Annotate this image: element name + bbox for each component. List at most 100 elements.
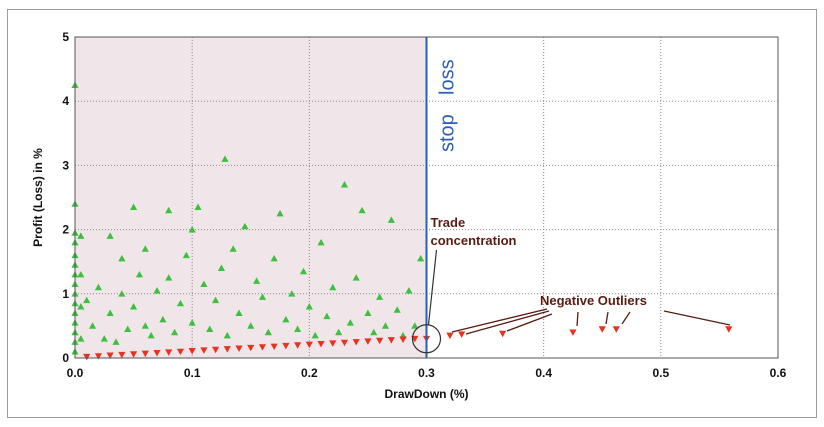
stop-loss-label-bottom: stop	[437, 114, 459, 152]
plot-border	[74, 36, 779, 359]
profit-point	[311, 331, 319, 339]
outlier-arrow	[465, 310, 550, 335]
loss-point	[129, 351, 138, 358]
outlier-arrow	[663, 310, 731, 326]
loss-point	[141, 350, 149, 358]
profit-point	[88, 322, 97, 329]
outlier-arrow	[621, 311, 631, 325]
loss-point	[153, 349, 161, 357]
profit-point	[305, 303, 313, 310]
loss-point	[223, 346, 231, 353]
profit-point	[405, 286, 413, 294]
profit-point	[288, 290, 296, 297]
profit-point	[147, 331, 155, 339]
profit-point	[229, 245, 237, 252]
y-tick-label: 5	[62, 30, 69, 44]
trade-concentration-circle	[411, 324, 442, 354]
profit-point	[258, 293, 267, 300]
profit-point	[94, 283, 103, 291]
loss-point	[270, 343, 278, 351]
loss-point	[446, 332, 454, 340]
loss-point	[200, 347, 208, 354]
profit-point	[106, 232, 114, 239]
profit-point	[188, 226, 196, 233]
profit-point	[170, 328, 179, 336]
outlier-arrow	[451, 308, 548, 333]
loss-point	[598, 326, 606, 333]
x-tick-label: 0.2	[301, 366, 318, 380]
y-axis-title: Profit (Loss) in %	[31, 148, 45, 247]
profit-point	[387, 216, 395, 223]
y-tick-label: 2	[62, 223, 69, 237]
profit-point	[77, 335, 85, 342]
profit-point	[165, 274, 173, 281]
loss-point	[364, 338, 372, 345]
profit-point	[106, 309, 114, 316]
profit-point	[212, 296, 220, 304]
loss-point	[305, 341, 313, 349]
loss-point	[376, 337, 384, 345]
profit-point	[206, 325, 214, 332]
loss-point	[499, 330, 507, 338]
loss-point	[569, 329, 577, 336]
loss-point	[317, 340, 325, 348]
profit-point	[247, 322, 255, 329]
profit-point	[253, 277, 261, 284]
loss-point	[294, 342, 302, 349]
profit-point	[393, 306, 401, 313]
trade-concentration-leader	[427, 249, 438, 325]
y-tick-labels: 0 1 2 3 4 5	[62, 30, 69, 365]
outlier-arrow	[605, 311, 609, 325]
loss-point	[118, 351, 126, 359]
profit-point	[241, 222, 249, 230]
profit-point	[282, 315, 290, 323]
profit-point	[77, 303, 85, 310]
profit-point	[358, 206, 366, 214]
loss-point	[247, 344, 255, 352]
loss-point	[176, 348, 185, 356]
profit-point	[417, 254, 425, 262]
loss-point	[83, 353, 91, 361]
profit-point	[264, 328, 272, 336]
profit-point	[276, 209, 284, 217]
profit-point	[411, 322, 419, 329]
profit-point	[176, 299, 185, 307]
profit-point	[118, 254, 126, 262]
loss-point	[165, 349, 173, 356]
loss-point	[612, 326, 620, 333]
loss-point	[352, 339, 360, 346]
profit-point	[294, 325, 302, 332]
profit-point	[376, 293, 384, 300]
y-tick-label: 3	[62, 158, 69, 172]
negative-outliers-label: Negative Outliers	[540, 293, 647, 308]
loss-point	[458, 331, 466, 338]
loss-point	[235, 345, 243, 352]
y-tick-label: 1	[62, 287, 69, 301]
profit-point	[141, 322, 149, 329]
profit-point	[200, 280, 208, 288]
profit-point	[217, 264, 226, 271]
loss-point	[188, 348, 196, 355]
outlier-arrow	[576, 311, 579, 327]
profit-point	[299, 267, 308, 275]
x-tick-labels: 0.0 0.1 0.2 0.3 0.4 0.5 0.6	[67, 366, 787, 380]
trade-concentration-label-line1: Trade	[431, 215, 466, 230]
profit-point	[112, 338, 120, 345]
stop-loss-region	[75, 37, 427, 358]
loss-point	[387, 337, 395, 344]
profit-point	[270, 254, 278, 262]
outlier-arrow	[506, 313, 553, 332]
profit-point	[194, 203, 202, 211]
x-axis-title: DrawDown (%)	[385, 387, 469, 401]
profit-point	[346, 319, 354, 326]
loss-point	[212, 346, 220, 354]
profit-point	[329, 283, 337, 291]
y-tick-label: 4	[62, 94, 69, 108]
y-tick-label: 0	[62, 351, 69, 365]
x-tick-label: 0.0	[67, 366, 84, 380]
profit-point	[221, 155, 229, 162]
loss-point	[258, 344, 267, 351]
profit-point	[77, 270, 85, 278]
loss-point	[399, 336, 407, 343]
loss-point	[94, 353, 103, 360]
